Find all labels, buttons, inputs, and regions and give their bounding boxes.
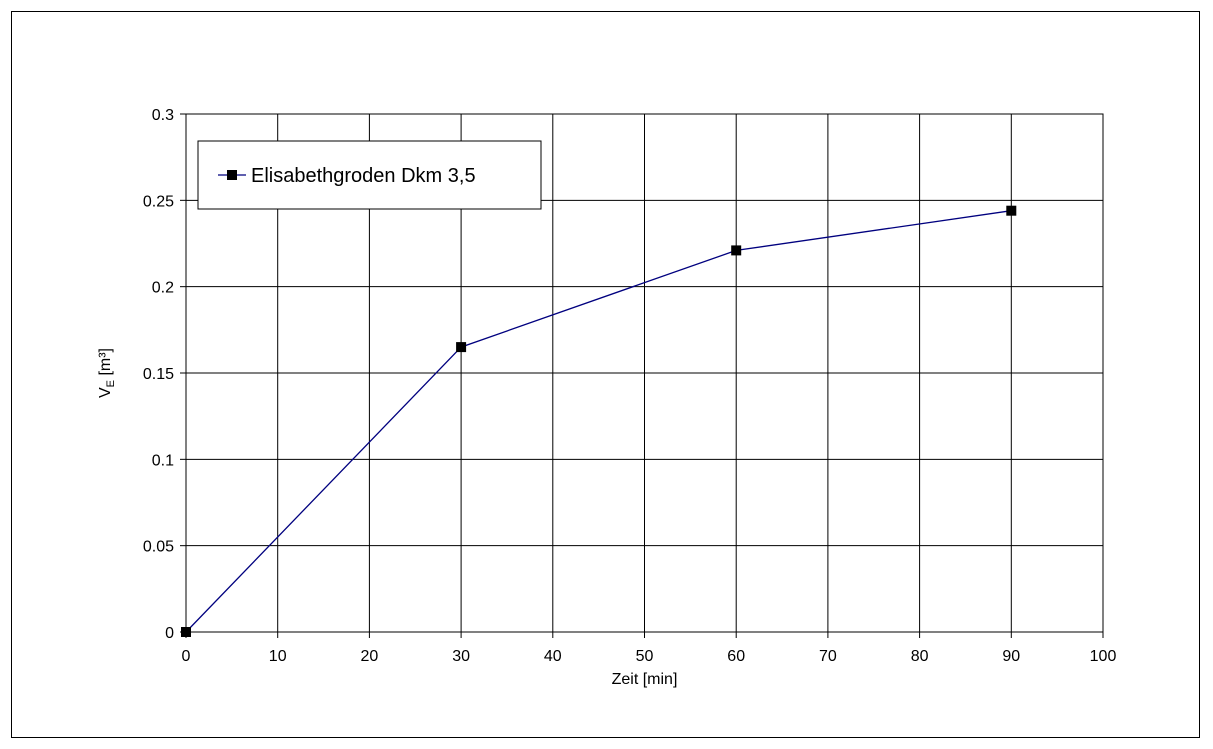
y-axis-label-main: V: [97, 387, 114, 398]
x-tick-label: 80: [911, 648, 929, 665]
x-tick-label: 0: [182, 648, 191, 665]
legend-entry-label: Elisabethgroden Dkm 3,5: [251, 165, 476, 187]
legend-marker: [227, 170, 237, 180]
y-tick-label: 0.05: [143, 539, 174, 556]
x-axis-label: Zeit [min]: [612, 671, 678, 688]
data-point: [181, 627, 191, 637]
y-tick-label: 0.2: [152, 280, 174, 297]
series-layer: [181, 205, 1017, 637]
y-tick-label: 0.1: [152, 452, 174, 469]
y-axis-label-unit: [m³]: [97, 348, 114, 380]
legend: Elisabethgroden Dkm 3,5: [197, 140, 542, 210]
x-tick-label: 10: [269, 648, 287, 665]
y-tick-label: 0.25: [143, 193, 174, 210]
series-line: [185, 210, 1012, 633]
x-tick-label: 50: [636, 648, 654, 665]
x-tick-label: 20: [361, 648, 379, 665]
data-point: [456, 342, 467, 353]
x-tick-label: 40: [544, 648, 562, 665]
x-tick-label: 30: [452, 648, 470, 665]
x-tick-label: 100: [1090, 648, 1117, 665]
y-tick-label: 0: [165, 625, 174, 642]
legend-box: [197, 140, 542, 210]
x-tick-label: 90: [1002, 648, 1020, 665]
y-axis-label-sub: E: [105, 380, 117, 387]
data-point: [1006, 205, 1017, 216]
x-tick-label: 70: [819, 648, 837, 665]
data-point: [731, 245, 742, 256]
x-axis-ticks: 0 10 20 30 40 50 60 70 80 90 100: [182, 632, 1117, 665]
x-tick-label: 60: [727, 648, 745, 665]
y-axis-ticks: 0 0.05 0.1 0.15 0.2 0.25 0.3: [143, 107, 186, 642]
y-axis-label: VE [m³]: [97, 348, 117, 398]
chart-frame: [11, 11, 1200, 738]
y-tick-label: 0.3: [152, 107, 174, 124]
y-tick-label: 0.15: [143, 366, 174, 383]
